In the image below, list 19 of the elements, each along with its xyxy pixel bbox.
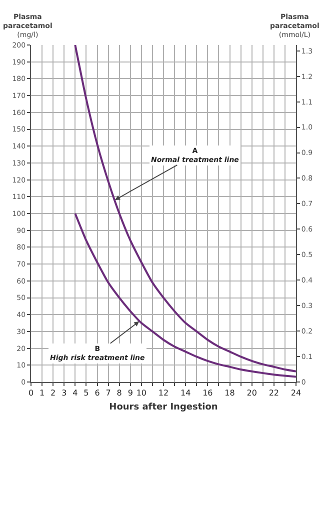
x-tick-label: 5 [84, 388, 89, 398]
x-tick-label: 24 [290, 388, 302, 398]
x-tick-label: 3 [62, 388, 67, 398]
x-tick-label: 2 [50, 388, 56, 398]
x-axis-title: Hours after Ingestion [109, 402, 218, 412]
x-tick-label: 16 [202, 388, 213, 398]
x-tick-label: 0 [28, 388, 34, 398]
x-tick-label: 22 [268, 388, 280, 398]
x-tick-label: 10 [136, 388, 147, 398]
x-tick-label: 7 [106, 388, 111, 398]
x-tick-label: 6 [94, 388, 100, 398]
x-tick-label: 9 [128, 388, 133, 398]
x-tick-label: 8 [116, 388, 122, 398]
x-tick-label: 12 [158, 388, 169, 398]
x-tick-label: 18 [224, 388, 235, 398]
x-tick-label: 4 [72, 388, 78, 398]
x-tick-label: 14 [180, 388, 191, 398]
x-tick-label: 1 [39, 388, 45, 398]
x-tick-label: 20 [246, 388, 257, 398]
